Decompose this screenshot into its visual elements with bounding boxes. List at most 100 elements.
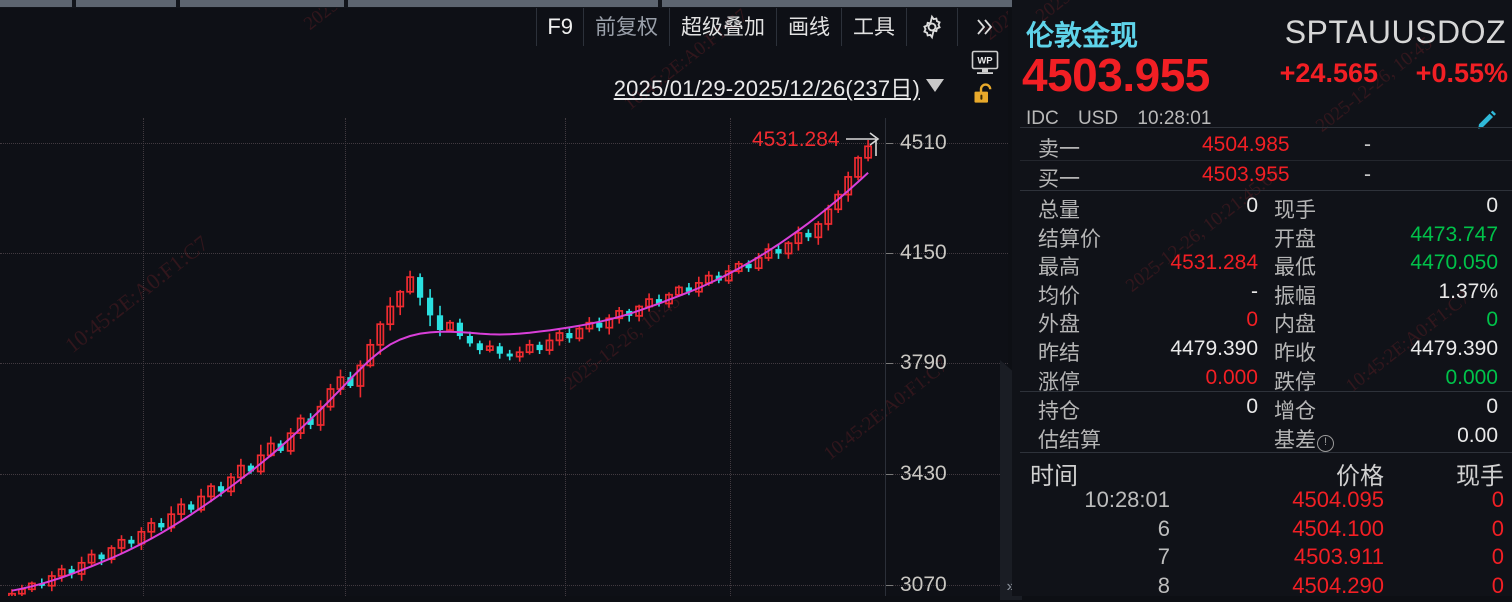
stat-label-left: 总量 — [1038, 199, 1080, 222]
quote-time: 10:28:01 — [1137, 108, 1212, 129]
instrument-name: 伦敦金现 — [1026, 20, 1139, 51]
tick-price: 4504.095 — [1292, 487, 1384, 512]
stat-label-left: 估结算 — [1038, 429, 1101, 452]
high-price-annotation: 4531.284 — [752, 128, 840, 151]
wp-monitor-icon[interactable]: WP — [970, 50, 1000, 81]
date-range-control[interactable]: 2025/01/29-2025/12/26(237日) — [614, 70, 950, 104]
chart-plot-area[interactable]: 4531.284 — [0, 118, 1008, 596]
chart-pane[interactable]: 2025-12-26, 10:21:45.60 2025-12-26, 10:2… — [0, 8, 1008, 596]
order-book-qty: - — [1364, 133, 1371, 156]
divider — [1020, 127, 1512, 128]
stat-value-left: 0 — [1246, 308, 1258, 332]
divider — [1020, 160, 1512, 161]
stat-row: 持仓 0 增仓 0 — [1012, 394, 1512, 423]
stat-value-left: 4479.390 — [1170, 337, 1258, 360]
tab-segment[interactable] — [348, 0, 658, 7]
stat-label-left: 均价 — [1038, 284, 1080, 308]
order-book-price: 4503.955 — [1202, 163, 1290, 186]
stat-label-left: 外盘 — [1038, 313, 1080, 337]
tick-volume: 0 — [1491, 544, 1504, 569]
high-annotation-arrow — [846, 132, 880, 156]
gridline-vertical — [345, 118, 346, 596]
tick-time: 8 — [1157, 572, 1170, 598]
gridline-vertical — [730, 118, 731, 596]
tick-volume: 0 — [1491, 487, 1504, 512]
stat-label-left: 昨结 — [1038, 342, 1080, 365]
gridline — [0, 363, 1008, 364]
unlocked-padlock-icon[interactable] — [972, 82, 998, 111]
stat-row: 总量 0 现手 0 — [1012, 193, 1512, 222]
stat-value-left: 0 — [1246, 194, 1258, 217]
adjust-button[interactable]: 前复权 — [583, 8, 669, 46]
tick-header-vol: 现手 — [1456, 463, 1504, 490]
pencil-edit-icon[interactable] — [1476, 108, 1498, 135]
stat-label-right: 现手 — [1274, 199, 1316, 222]
stat-value-right: 4473.747 — [1410, 222, 1498, 246]
stat-value-right: 0.000 — [1445, 365, 1498, 389]
tick-row[interactable]: 7 4503.911 0 — [1012, 544, 1512, 573]
stat-row: 外盘 0 内盘 0 — [1012, 307, 1512, 336]
chart-toolbar[interactable]: F9 前复权 超级叠加 画线 工具 — [536, 8, 1008, 46]
info-icon[interactable]: ! — [1317, 435, 1334, 452]
tab-segment[interactable] — [76, 0, 176, 7]
tick-price: 4504.290 — [1292, 572, 1384, 598]
triangle-down-icon[interactable] — [924, 75, 946, 100]
tab-segment[interactable] — [662, 0, 1012, 7]
stat-label-right: 跌停 — [1274, 370, 1316, 394]
f9-button[interactable]: F9 — [536, 8, 583, 46]
stat-row: 结算价 开盘 4473.747 — [1012, 222, 1512, 251]
stat-value-right: 4470.050 — [1410, 251, 1498, 275]
stat-value-right: 0 — [1486, 308, 1498, 332]
gridline — [0, 143, 1008, 144]
stat-value-right: 0 — [1486, 395, 1498, 418]
svg-text:WP: WP — [977, 56, 993, 67]
price-change-percent: +0.55% — [1415, 58, 1508, 88]
axis-tick-label: 4510 — [900, 131, 947, 154]
axis-tick-label: 3430 — [900, 462, 947, 485]
stat-value-right: 0.00 — [1457, 424, 1498, 447]
order-book-label: 卖一 — [1038, 138, 1080, 161]
axis-tick-label: 3070 — [900, 573, 947, 596]
tab-segment[interactable] — [180, 0, 344, 7]
order-book-row[interactable]: 买一 4503.955 - — [1012, 161, 1512, 191]
stat-label-left: 涨停 — [1038, 370, 1080, 394]
overlay-button[interactable]: 超级叠加 — [669, 8, 776, 46]
stat-row: 昨结 4479.390 昨收 4479.390 — [1012, 336, 1512, 365]
stat-label-right: 最低 — [1274, 256, 1316, 280]
tick-row[interactable]: 6 4504.100 0 — [1012, 516, 1512, 545]
tab-segment[interactable] — [0, 0, 72, 7]
order-book-price: 4504.985 — [1202, 133, 1290, 156]
gear-icon[interactable] — [906, 8, 957, 46]
stat-label-right: 内盘 — [1274, 313, 1316, 337]
tick-time: 7 — [1157, 544, 1170, 569]
tick-header-price: 价格 — [1336, 463, 1384, 490]
stat-label-left: 最高 — [1038, 256, 1080, 280]
price-axis[interactable]: 4510 4150 3790 3430 3070 — [885, 118, 1008, 596]
date-range-label[interactable]: 2025/01/29-2025/12/26(237日) — [613, 76, 920, 101]
tick-price: 4504.100 — [1292, 515, 1384, 541]
gridline-vertical — [565, 118, 566, 596]
stat-label-right: 振幅 — [1274, 284, 1316, 308]
tick-row[interactable]: 8 4504.290 0 — [1012, 573, 1512, 602]
quote-panel: 2025-12-26, 10:21:45.60 2025-12-26, 10:4… — [1012, 0, 1512, 598]
stat-row: 均价 - 振幅 1.37% — [1012, 279, 1512, 308]
order-book-row[interactable]: 卖一 4504.985 - — [1012, 131, 1512, 161]
tick-price: 4503.911 — [1293, 544, 1384, 569]
gridline-vertical — [143, 118, 144, 596]
divider — [1020, 190, 1512, 191]
stat-label-left: 结算价 — [1038, 227, 1101, 251]
drawline-button[interactable]: 画线 — [776, 8, 841, 46]
stat-value-right: 0 — [1486, 194, 1498, 217]
gridline — [0, 585, 1008, 586]
price-change: +24.565 — [1279, 58, 1378, 88]
stat-label-right: 昨收 — [1274, 342, 1316, 365]
chevron-double-right-icon[interactable] — [957, 8, 1008, 46]
order-book-qty: - — [1364, 163, 1371, 186]
tick-row[interactable]: 10:28:01 4504.095 0 — [1012, 487, 1512, 516]
window-tab-strip[interactable] — [0, 0, 1012, 8]
tick-header-time: 时间 — [1030, 463, 1078, 490]
instrument-code: SPTAUUSDOZ — [1284, 14, 1506, 50]
tools-button[interactable]: 工具 — [841, 8, 906, 46]
stat-value-left: 4531.284 — [1170, 251, 1258, 275]
tick-table-header: 时间 价格 现手 — [1012, 456, 1512, 490]
